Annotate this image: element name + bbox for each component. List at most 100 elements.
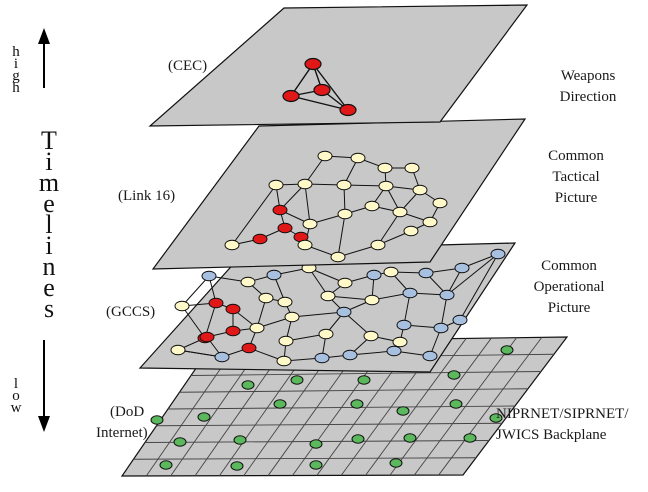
red-node — [313, 83, 331, 97]
network-edge — [181, 275, 210, 307]
blue-node — [201, 270, 217, 282]
network-edge — [304, 183, 311, 225]
label-dod-line2: Internet) — [96, 425, 148, 441]
blue-node — [214, 351, 230, 363]
green-node — [173, 437, 187, 447]
network-edge — [459, 253, 499, 321]
blue-node — [452, 314, 468, 326]
cream-node — [350, 152, 366, 164]
cream-node — [276, 355, 292, 367]
blue-node — [402, 287, 418, 299]
green-node — [309, 439, 323, 449]
axis-high-letter: h — [12, 80, 20, 96]
axis-title-letter: s — [43, 294, 55, 323]
cream-node — [363, 330, 379, 342]
blue-node — [366, 269, 382, 281]
cream-node — [278, 335, 294, 347]
axis-high-letter: h — [12, 44, 20, 60]
red-node — [208, 297, 224, 309]
label-common-2: Common — [541, 258, 597, 274]
axis-high-letter: g — [12, 68, 20, 84]
label-direction: Direction — [559, 89, 617, 105]
axis-title-letter: m — [38, 168, 60, 197]
green-node — [357, 375, 371, 385]
green-node — [230, 461, 244, 471]
red-node — [272, 204, 288, 216]
blue-node — [422, 350, 438, 362]
cream-node — [224, 239, 240, 251]
blue-node — [386, 345, 402, 357]
axis-title-letter: i — [45, 147, 53, 176]
cream-node — [258, 292, 274, 304]
cream-node — [378, 180, 394, 192]
green-node — [396, 406, 410, 416]
cream-node — [268, 179, 284, 191]
red-node — [241, 342, 257, 354]
label-jwics: JWICS Backplane — [496, 427, 607, 443]
red-node — [339, 103, 357, 117]
grid-line — [179, 388, 529, 393]
cream-node — [297, 239, 313, 251]
green-node — [309, 460, 323, 470]
label-picture-1: Picture — [554, 190, 598, 206]
green-node — [403, 433, 417, 443]
green-node — [241, 380, 255, 390]
blue-node — [266, 269, 282, 281]
network-edge — [440, 294, 448, 329]
label-common-1: Common — [548, 148, 604, 164]
green-node — [447, 370, 461, 380]
label-picture-2: Picture — [547, 300, 591, 316]
cream-node — [392, 206, 408, 218]
cream-node — [383, 266, 399, 278]
axis-title-letter: i — [45, 231, 53, 260]
network-edge — [403, 292, 411, 326]
blue-node — [454, 262, 470, 274]
axis-title-letter: l — [45, 210, 53, 239]
green-node — [500, 345, 514, 355]
network-edge — [337, 213, 346, 258]
cream-node — [277, 296, 293, 308]
cream-node — [320, 290, 336, 302]
green-node — [150, 415, 164, 425]
green-node — [159, 460, 173, 470]
plane-cec — [148, 4, 529, 127]
cream-node — [432, 197, 448, 209]
axis-high-letter: i — [13, 56, 19, 72]
cream-node — [422, 216, 438, 228]
axis-title-letter: n — [42, 252, 56, 281]
label-common-tactical-picture: Common Tactical Picture — [536, 146, 616, 209]
red-node — [225, 325, 241, 337]
label-tactical: Tactical — [552, 169, 600, 185]
cream-node — [337, 277, 353, 289]
cream-node — [297, 178, 313, 190]
label-weapons-direction: Weapons Direction — [548, 66, 628, 108]
label-gccs: (GCCS) — [106, 304, 156, 320]
cream-node — [318, 328, 334, 340]
red-node — [282, 89, 300, 103]
grid-line — [156, 422, 503, 427]
cream-node — [370, 239, 386, 251]
cream-node — [377, 162, 393, 174]
green-node — [463, 433, 477, 443]
blue-node — [418, 267, 434, 279]
axis-arrow-up-head — [38, 28, 50, 44]
cream-node — [336, 179, 352, 191]
network-edge — [291, 311, 345, 318]
cream-node — [364, 294, 380, 306]
grid-line — [190, 371, 542, 376]
red-node — [277, 222, 293, 234]
green-node — [197, 412, 211, 422]
axis-title-letter: T — [41, 126, 57, 155]
axis-arrow-down-head — [38, 416, 50, 432]
grid-line — [133, 457, 477, 460]
green-node — [273, 399, 287, 409]
label-weapons: Weapons — [560, 68, 616, 84]
label-backplane: NIPRNET/SIPRNET/ JWICS Backplane — [496, 404, 629, 446]
cream-node — [337, 208, 353, 220]
axis-low-letter: o — [12, 388, 20, 404]
